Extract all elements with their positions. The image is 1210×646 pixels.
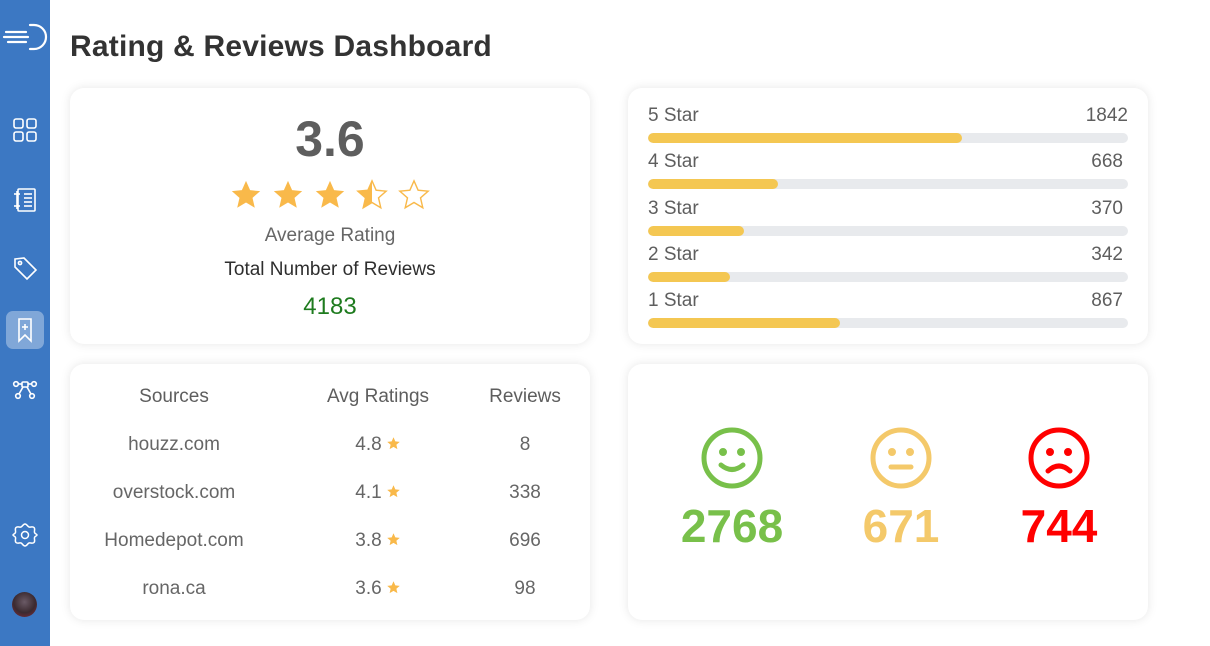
source-avg: 4.1 xyxy=(298,482,458,504)
distribution-label: 2 Star xyxy=(648,244,699,265)
source-reviews: 338 xyxy=(509,482,541,503)
source-name: rona.ca xyxy=(142,578,206,599)
header-avg-ratings: Avg Ratings xyxy=(326,386,430,407)
distribution-bar xyxy=(648,272,1128,282)
total-reviews-value: 4183 xyxy=(303,293,357,320)
notebook-icon xyxy=(14,188,36,212)
sidebar-item-settings[interactable] xyxy=(6,516,44,554)
distribution-row: 3 Star 370 xyxy=(648,198,1128,244)
total-reviews-label: Total Number of Reviews xyxy=(224,259,436,280)
average-rating-value: 3.6 xyxy=(295,111,365,167)
table-row: Homedepot.com 3.8 696 xyxy=(70,530,590,560)
star-icon xyxy=(386,485,400,498)
distribution-bar xyxy=(648,226,1128,236)
star-filled-icon xyxy=(231,180,261,208)
star-filled-icon xyxy=(315,180,345,208)
table-row: overstock.com 4.1 338 xyxy=(70,482,590,512)
source-reviews: 98 xyxy=(514,578,536,599)
distribution-label: 5 Star xyxy=(648,105,699,126)
distribution-count: 867 xyxy=(1091,290,1123,311)
star-icon xyxy=(386,581,400,594)
tag-icon xyxy=(14,257,38,281)
sidebar xyxy=(0,0,50,646)
distribution-count: 668 xyxy=(1091,151,1123,172)
source-name: Homedepot.com xyxy=(104,530,244,551)
neutral-face-icon xyxy=(870,427,932,489)
source-name: overstock.com xyxy=(112,482,236,503)
sidebar-item-reviews[interactable] xyxy=(6,311,44,349)
table-row: rona.ca 3.6 98 xyxy=(70,578,590,608)
source-avg: 4.8 xyxy=(298,434,458,456)
distribution-bar xyxy=(648,179,1128,189)
distribution-row: 5 Star 1842 xyxy=(648,105,1128,151)
table-row: houzz.com 4.8 8 xyxy=(70,434,590,464)
rating-stars xyxy=(70,178,590,212)
network-icon xyxy=(12,380,38,400)
star-icon xyxy=(386,533,400,546)
sidebar-item-catalog[interactable] xyxy=(6,181,44,219)
distribution-row: 4 Star 668 xyxy=(648,151,1128,197)
source-name: houzz.com xyxy=(128,434,220,455)
source-reviews: 696 xyxy=(509,530,541,551)
distribution-row: 1 Star 867 xyxy=(648,290,1128,336)
header-reviews: Reviews xyxy=(489,386,561,407)
sidebar-item-tags[interactable] xyxy=(6,249,44,287)
source-avg: 3.6 xyxy=(298,578,458,600)
neutral-count: 671 xyxy=(862,500,940,552)
rating-distribution-card: 5 Star 1842 4 Star 668 3 Star 370 2 Star… xyxy=(628,88,1148,344)
page-title: Rating & Reviews Dashboard xyxy=(70,30,492,63)
star-filled-icon xyxy=(273,180,303,208)
header-sources: Sources xyxy=(139,386,209,407)
source-reviews: 8 xyxy=(519,434,531,455)
user-avatar[interactable] xyxy=(12,592,37,617)
distribution-count: 1842 xyxy=(1085,105,1128,126)
average-rating-label: Average Rating xyxy=(264,225,396,246)
sidebar-item-network[interactable] xyxy=(6,370,44,408)
distribution-bar xyxy=(648,133,1128,143)
negative-count: 744 xyxy=(1020,500,1098,552)
distribution-bar xyxy=(648,318,1128,328)
star-icon xyxy=(386,437,400,450)
positive-count: 2768 xyxy=(680,500,784,552)
sentiment-positive: 2768 xyxy=(662,426,802,553)
logo-icon[interactable] xyxy=(2,20,48,54)
distribution-label: 1 Star xyxy=(648,290,699,311)
table-header: Sources Avg Ratings Reviews xyxy=(70,386,590,416)
source-avg: 3.8 xyxy=(298,530,458,552)
sentiment-card: 2768 671 744 xyxy=(628,364,1148,620)
distribution-row: 2 Star 342 xyxy=(648,244,1128,290)
grid-icon xyxy=(13,118,37,142)
bookmark-plus-icon xyxy=(18,318,32,343)
gear-icon xyxy=(12,523,38,547)
average-rating-card: 3.6 Average Rating Total Number of Revie… xyxy=(70,88,590,344)
star-half-icon xyxy=(356,179,388,210)
distribution-label: 4 Star xyxy=(648,151,699,172)
distribution-count: 342 xyxy=(1091,244,1123,265)
sad-face-icon xyxy=(1028,427,1090,489)
distribution-count: 370 xyxy=(1091,198,1123,219)
happy-face-icon xyxy=(701,427,763,489)
sentiment-neutral: 671 xyxy=(831,426,971,553)
distribution-label: 3 Star xyxy=(648,198,699,219)
sources-table-card: Sources Avg Ratings Reviews houzz.com 4.… xyxy=(70,364,590,620)
star-empty-icon xyxy=(398,179,430,210)
sentiment-negative: 744 xyxy=(989,426,1129,553)
sidebar-item-dashboard[interactable] xyxy=(6,111,44,149)
